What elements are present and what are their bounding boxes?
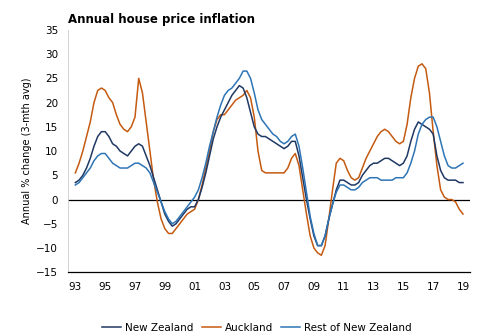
Rest of New Zealand: [240, 69, 245, 73]
New Zealand: [363, 168, 368, 172]
Auckland: [355, 176, 361, 180]
New Zealand: [72, 181, 78, 185]
New Zealand: [359, 173, 364, 177]
Legend: New Zealand, Auckland, Rest of New Zealand: New Zealand, Auckland, Rest of New Zeala…: [98, 319, 415, 332]
Auckland: [359, 166, 364, 170]
Rest of New Zealand: [314, 244, 320, 248]
Rest of New Zealand: [359, 181, 364, 185]
Line: New Zealand: New Zealand: [75, 86, 462, 246]
New Zealand: [124, 154, 130, 158]
New Zealand: [236, 84, 242, 88]
Rest of New Zealand: [124, 166, 130, 170]
Line: Rest of New Zealand: Rest of New Zealand: [75, 71, 462, 246]
New Zealand: [243, 96, 249, 100]
Line: Auckland: Auckland: [75, 64, 462, 255]
Y-axis label: Annual % change (3-mth avg): Annual % change (3-mth avg): [22, 78, 32, 224]
Auckland: [221, 113, 227, 117]
New Zealand: [76, 178, 82, 182]
Auckland: [240, 93, 245, 97]
New Zealand: [314, 244, 320, 248]
Auckland: [459, 212, 465, 216]
New Zealand: [459, 181, 465, 185]
Auckland: [124, 130, 130, 134]
Text: Annual house price inflation: Annual house price inflation: [68, 13, 255, 26]
Rest of New Zealand: [243, 69, 249, 73]
Auckland: [418, 62, 424, 66]
New Zealand: [221, 108, 227, 112]
Auckland: [318, 253, 324, 257]
Rest of New Zealand: [72, 183, 78, 187]
Rest of New Zealand: [363, 178, 368, 182]
Auckland: [76, 161, 82, 165]
Rest of New Zealand: [459, 161, 465, 165]
Rest of New Zealand: [221, 93, 227, 97]
Auckland: [72, 171, 78, 175]
Rest of New Zealand: [76, 181, 82, 185]
